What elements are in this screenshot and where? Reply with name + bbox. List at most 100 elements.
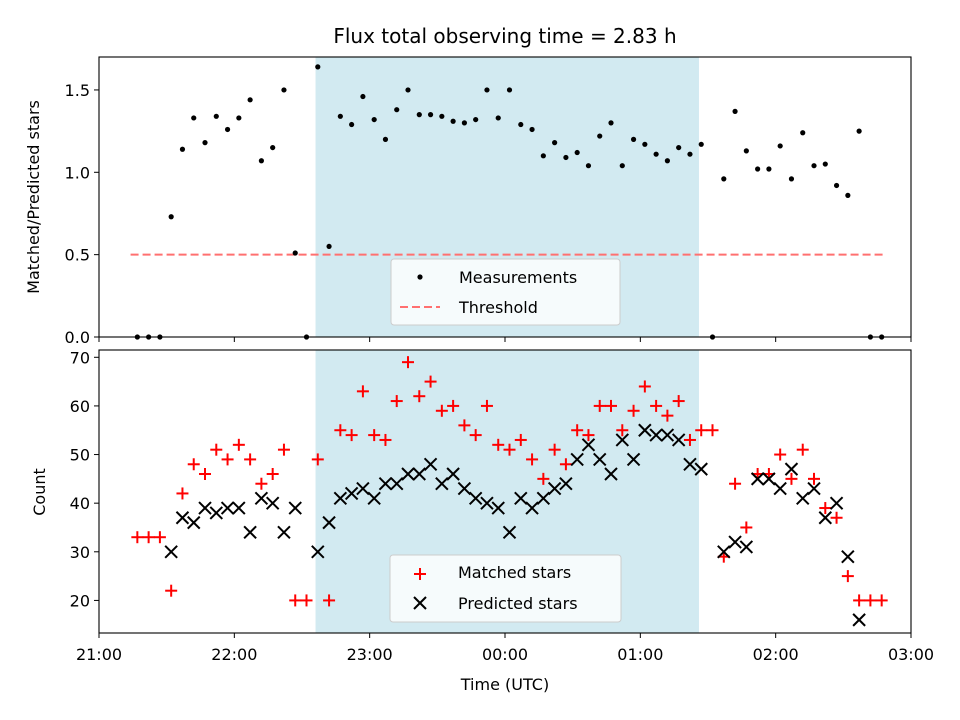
predicted-star-point — [581, 438, 596, 452]
measurement-point — [337, 113, 343, 119]
measurement-point — [721, 176, 727, 182]
x-tick-label: 22:00 — [211, 645, 257, 664]
top-legend: Measurements Threshold — [390, 258, 621, 326]
measurement-point — [518, 121, 524, 128]
matched-star-point — [435, 404, 448, 417]
matched-star-point — [774, 448, 787, 461]
measurement-point — [743, 148, 749, 154]
predicted-star-point — [626, 452, 641, 467]
measurement-point — [845, 192, 851, 198]
measurement-point — [326, 243, 332, 250]
predicted-star-point — [762, 472, 776, 486]
measurement-point — [766, 166, 772, 172]
bottom-legend-box — [389, 554, 622, 623]
bottom-axes-frame — [98, 349, 912, 634]
matched-star-point — [390, 395, 403, 408]
predicted-star-point — [536, 491, 551, 506]
measurement-point — [506, 87, 513, 93]
predicted-star-point — [784, 462, 799, 476]
measurement-point — [315, 64, 321, 70]
legend-predicted-marker — [413, 596, 427, 610]
top-y-tick-label: 1.5 — [65, 81, 90, 100]
legend-predicted-label: Predicted stars — [458, 594, 578, 613]
matched-star-point — [199, 467, 212, 480]
matched-star-point — [537, 472, 550, 485]
predicted-star-point — [356, 481, 370, 496]
legend-threshold-label: Threshold — [458, 298, 538, 317]
predicted-star-point — [559, 477, 573, 491]
measurement-point — [563, 154, 569, 161]
matched-star-point — [853, 594, 866, 607]
measurement-point — [777, 143, 783, 149]
matched-star-point — [593, 399, 606, 412]
measurement-point — [856, 128, 862, 134]
measurement-point — [642, 141, 648, 147]
predicted-star-point — [378, 477, 393, 491]
matched-star-point — [559, 458, 572, 471]
matched-star-point — [548, 443, 561, 456]
predicted-star-point — [694, 462, 708, 476]
matched-star-point — [187, 458, 200, 471]
predicted-star-point — [390, 477, 404, 491]
top-y-tick-label: 0.5 — [65, 246, 90, 265]
predicted-star-point — [198, 501, 212, 515]
matched-star-point — [232, 438, 245, 451]
predicted-star-point — [187, 515, 201, 530]
predicted-star-point — [277, 525, 291, 540]
matched-star-point — [729, 477, 742, 490]
predicted-star-point — [750, 472, 765, 486]
matched-star-point — [740, 521, 753, 534]
predicted-star-point — [796, 491, 810, 506]
matched-star-point — [864, 594, 877, 607]
predicted-star-point — [423, 457, 438, 471]
top-legend-box — [390, 258, 621, 326]
predicted-star-point — [818, 511, 832, 525]
measurement-point — [574, 149, 580, 156]
x-tick-label: 03:00 — [888, 645, 934, 664]
matched-star-point — [176, 487, 189, 500]
predicted-star-point — [491, 501, 505, 515]
matched-star-point — [402, 356, 415, 369]
matched-star-point — [153, 531, 166, 544]
predicted-star-point — [175, 511, 190, 525]
measurement-point — [439, 113, 445, 119]
bottom-y-tick-label: 70 — [70, 348, 90, 367]
bottom-panel: 20 30 40 50 60 70 21:00 22:00 23:00 00:00 01:00 02:… — [30, 348, 934, 694]
predicted-star-point — [514, 491, 528, 506]
measurement-point — [292, 250, 298, 256]
predicted-star-point — [435, 477, 449, 491]
top-y-axis-label: Matched/Predicted stars — [24, 100, 43, 294]
predicted-star-point — [243, 525, 257, 540]
matched-star-point — [266, 467, 279, 480]
bottom-y-axis-label: Count — [30, 468, 49, 516]
measurement-point — [833, 182, 840, 189]
measurement-point — [664, 158, 671, 164]
matched-star-point — [277, 443, 290, 456]
matched-star-point — [808, 472, 821, 485]
predicted-star-point — [311, 545, 325, 559]
measurement-point — [698, 141, 704, 147]
matched-star-point — [819, 502, 832, 515]
matched-star-point — [368, 429, 381, 442]
predicted-star-point — [638, 423, 652, 437]
predicted-star-point — [333, 491, 348, 506]
predicted-star-point — [468, 491, 483, 506]
bottom-y-tick-label: 60 — [70, 397, 90, 416]
measurement-point — [394, 107, 400, 113]
predicted-star-point — [480, 496, 494, 510]
measurement-point — [495, 115, 501, 121]
legend-measurements-marker — [417, 274, 423, 280]
matched-star-point — [638, 380, 651, 393]
predicted-star-point — [547, 481, 562, 496]
predicted-star-point — [164, 545, 178, 559]
measurement-point — [360, 93, 366, 100]
predicted-star-point — [604, 467, 618, 481]
measurement-point — [755, 166, 761, 172]
x-tick-label: 02:00 — [753, 645, 799, 664]
matched-star-point — [469, 429, 482, 442]
measurement-point — [484, 87, 490, 93]
matched-star-point — [424, 375, 437, 388]
matched-star-point — [627, 404, 640, 417]
matched-star-point — [289, 594, 302, 607]
matched-star-point — [323, 594, 336, 607]
